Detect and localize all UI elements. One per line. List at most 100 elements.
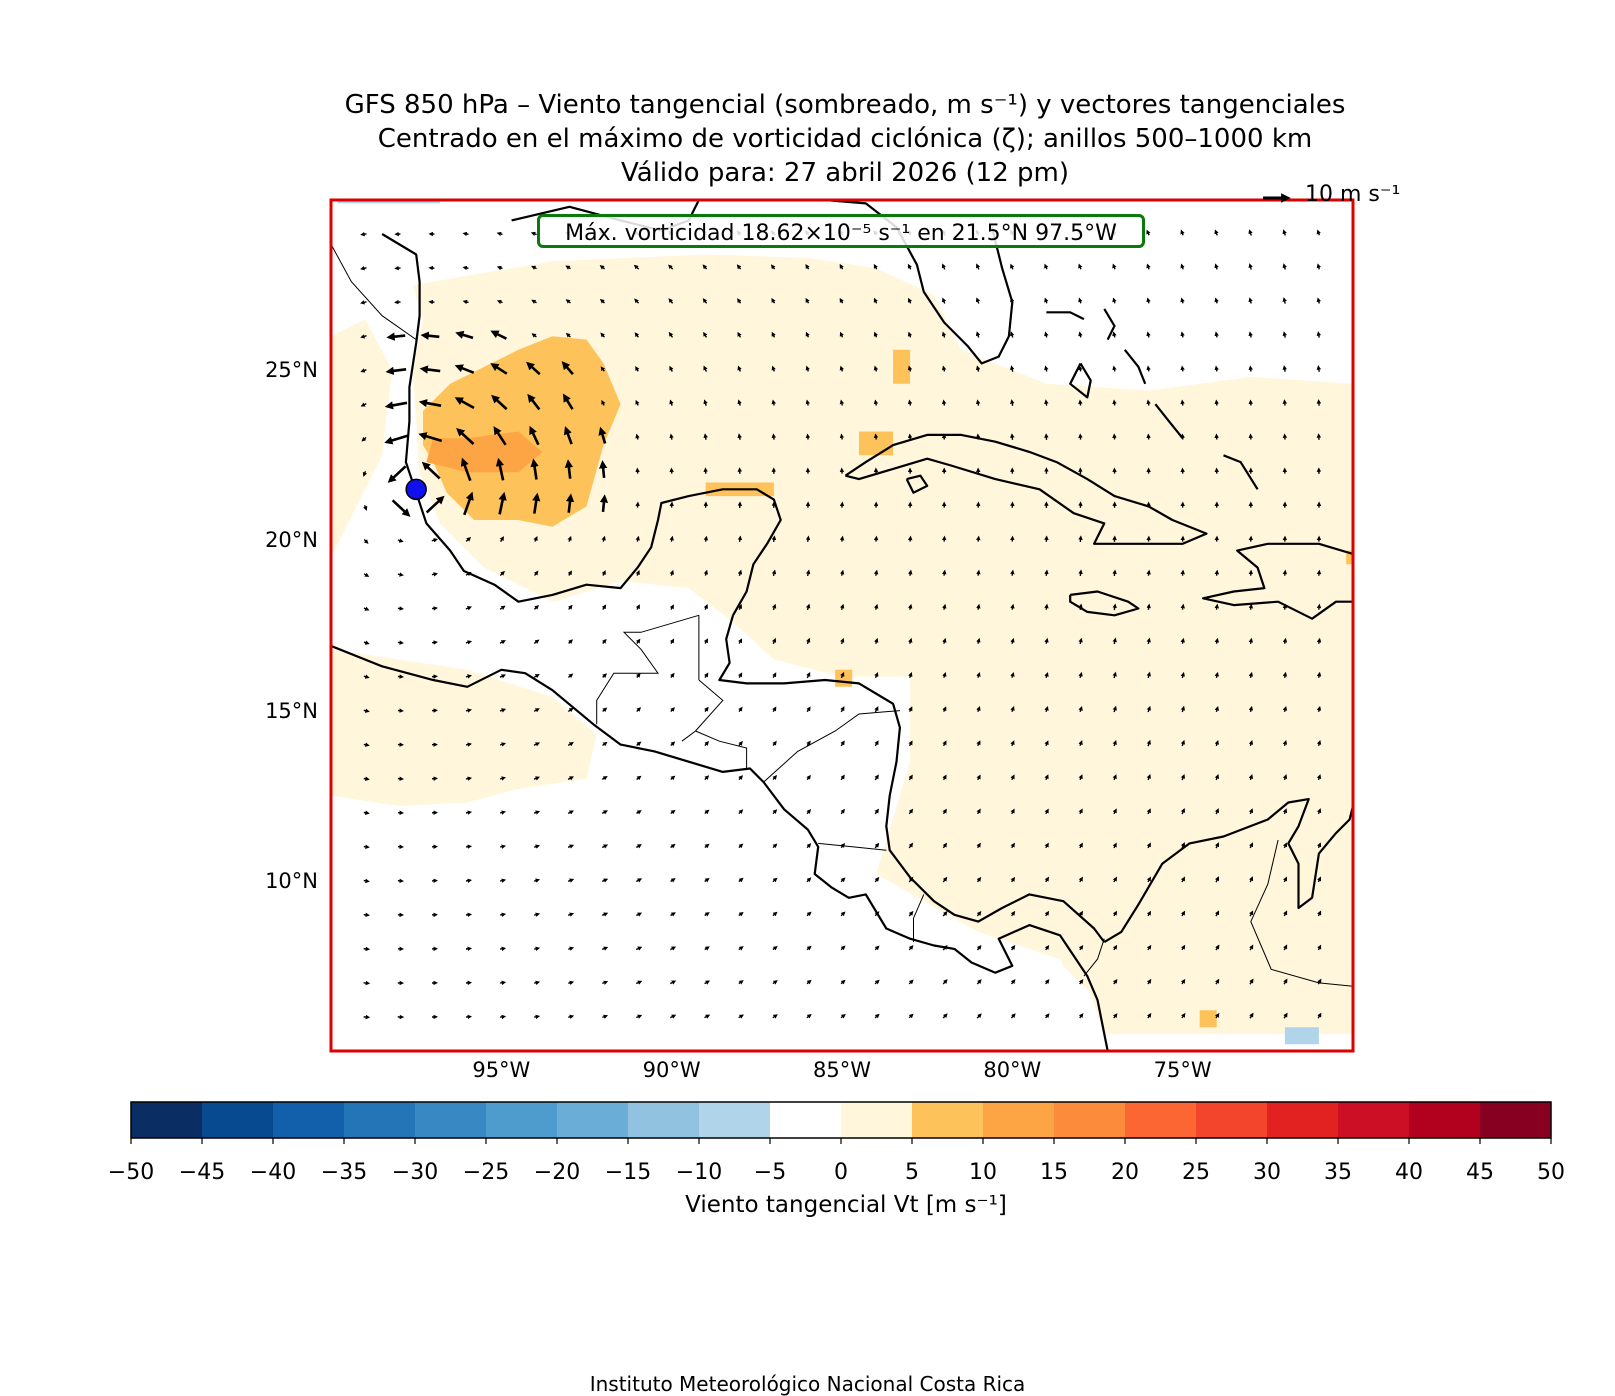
credit-text: Instituto Meteorológico Nacional Costa R… (0, 1372, 1615, 1396)
wind-vector (568, 983, 570, 984)
wind-vector (1319, 812, 1320, 814)
lon-label: 95°W (472, 1058, 530, 1082)
wind-vector (774, 539, 775, 542)
colorbar-tick-label: 25 (1182, 1160, 1210, 1185)
wind-vector (773, 778, 775, 780)
wind-vector (1148, 709, 1149, 712)
wind-vector (1319, 846, 1320, 848)
wind-vector (500, 778, 502, 779)
wind-vector (1182, 301, 1183, 303)
wind-vector (637, 403, 638, 405)
wind-vector (398, 574, 401, 575)
wind-vector (1114, 607, 1115, 610)
wind-vector (739, 982, 741, 983)
colorbar-tick-label: 0 (834, 1160, 848, 1185)
wind-vector (1012, 335, 1013, 338)
wind-vector (875, 982, 877, 984)
wind-vector (602, 880, 605, 881)
wind-vector (670, 1016, 673, 1017)
colorbar-tick-label: 35 (1324, 1160, 1352, 1185)
wind-vector (1114, 812, 1115, 814)
wind-vector (364, 744, 367, 745)
wind-vector (1182, 709, 1183, 712)
wind-vector (671, 573, 672, 575)
wind-vector (944, 710, 945, 712)
wind-vector (602, 812, 605, 813)
wind-vector (392, 369, 406, 371)
wind-vector (500, 268, 502, 269)
wind-vector (671, 403, 672, 406)
colorbar-tick-label: 20 (1111, 1160, 1139, 1185)
wind-vector (842, 335, 843, 337)
wind-vector (1148, 233, 1149, 235)
wind-vector (636, 982, 639, 983)
wind-vector (1182, 233, 1183, 235)
coast-bahamas-abaco (1104, 309, 1114, 340)
wind-vector (1216, 743, 1217, 746)
colorbar-swatch (1409, 1102, 1481, 1138)
wind-vector (636, 846, 638, 848)
colorbar-swatch (983, 1102, 1055, 1138)
wind-vector (534, 268, 536, 269)
wind-vector (875, 777, 877, 780)
wind-vector (1046, 369, 1047, 372)
wind-vector (910, 573, 911, 576)
wind-vector (807, 335, 808, 337)
wind-vector (705, 812, 707, 814)
wind-vector (671, 846, 673, 848)
colorbar-swatch (699, 1102, 771, 1138)
colorbar-tick-label: −15 (605, 1160, 651, 1185)
wind-vector (705, 982, 707, 983)
wind-vector (1250, 267, 1251, 270)
wind-vector (637, 710, 639, 712)
wind-vector (1080, 744, 1081, 746)
wind-vector (393, 336, 405, 337)
wind-vector (978, 301, 979, 304)
wind-vector (1148, 675, 1149, 678)
wind-vector (1012, 607, 1013, 609)
wind-vector (671, 642, 672, 644)
wind-vector (1148, 335, 1149, 338)
wind-vector (842, 403, 843, 406)
wind-vector (1080, 301, 1081, 303)
shade-cuba-west (859, 432, 893, 456)
wind-vector (944, 369, 945, 371)
wind-vector (1217, 641, 1218, 643)
wind-vector (910, 403, 911, 406)
wind-vector (1285, 675, 1286, 678)
wind-vector (807, 846, 809, 848)
wind-vector (1251, 675, 1252, 678)
wind-vector (427, 336, 439, 337)
wind-vector (364, 336, 367, 337)
wind-vector (534, 915, 536, 916)
wind-vector (705, 914, 707, 915)
wind-vector (875, 880, 877, 882)
wind-vector (807, 778, 809, 780)
wind-vector (944, 301, 945, 304)
wind-vector (773, 710, 774, 712)
vorticity-max-marker (406, 479, 426, 499)
colorbar-swatch (841, 1102, 913, 1138)
wind-vector (671, 607, 672, 609)
wind-vector (671, 437, 672, 440)
wind-vector (876, 403, 877, 406)
wind-vector (875, 743, 877, 746)
colorbar-tick-label: −40 (250, 1160, 296, 1185)
wind-vector (1319, 641, 1320, 644)
wind-vector (637, 778, 639, 780)
vorticity-info-box: Máx. vorticidad 18.62×10⁻⁵ s⁻¹ en 21.5°N… (537, 214, 1145, 248)
wind-vector (773, 335, 774, 337)
wind-vector (364, 710, 367, 711)
wind-vector (500, 710, 503, 711)
wind-vector (603, 403, 604, 405)
wind-vector (364, 370, 367, 371)
wind-vector (978, 709, 979, 711)
wind-vector (603, 607, 604, 609)
wind-vector (1046, 744, 1047, 746)
wind-vector (1046, 675, 1047, 677)
wind-vector (1080, 607, 1081, 610)
wind-vector (500, 847, 502, 848)
wind-vector (1148, 641, 1149, 644)
wind-vector (1250, 743, 1251, 745)
wind-vector (705, 573, 706, 575)
